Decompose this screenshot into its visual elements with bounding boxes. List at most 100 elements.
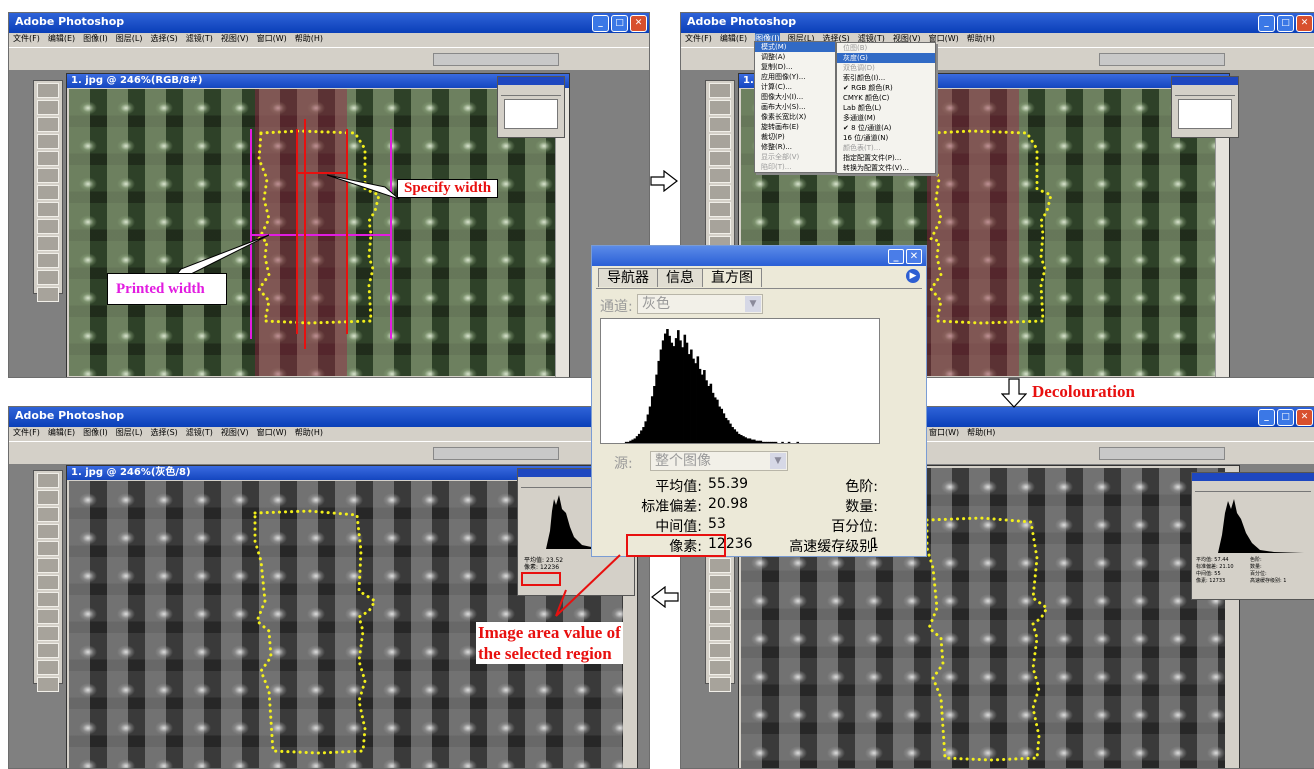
menu-item[interactable]: CMYK 颜色(C) xyxy=(843,94,890,102)
panel-tabs: 导航器 信息 直方图 xyxy=(598,268,762,288)
menu-item[interactable]: 窗口(W) xyxy=(256,34,287,43)
close-button[interactable]: ✕ xyxy=(1296,409,1313,426)
panel-menu-button[interactable]: ▶ xyxy=(906,269,920,283)
menu-item[interactable]: ✔ 8 位/通道(A) xyxy=(843,124,892,132)
histogram-bar xyxy=(657,360,661,443)
menu-item[interactable]: 帮助(H) xyxy=(966,34,996,43)
menu-item[interactable]: 编辑(E) xyxy=(47,428,76,437)
menu-item[interactable]: 文件(F) xyxy=(13,428,40,437)
menu-item-window[interactable]: 窗口(W) xyxy=(929,428,960,437)
menu-item[interactable]: 陷印(T)... xyxy=(761,163,792,171)
menu-item[interactable]: 计算(C)... xyxy=(761,83,793,91)
mini-mean: 23.52 xyxy=(545,557,564,564)
menu-item[interactable]: 编辑(E) xyxy=(719,34,748,43)
menu-item[interactable]: 选择(S) xyxy=(150,428,178,437)
channel-select[interactable]: 灰色 ▼ xyxy=(637,294,763,314)
document-window[interactable]: 1. jpg @ 246%(RGB/8#) xyxy=(66,73,570,377)
menu-item[interactable]: 滤镜(T) xyxy=(185,34,213,43)
menu-item[interactable]: 窗口(W) xyxy=(928,34,959,43)
close-button[interactable]: ✕ xyxy=(1296,15,1313,32)
menu-item[interactable]: 裁切(P) xyxy=(761,133,785,141)
title-bar: Adobe Photoshop _□✕ xyxy=(9,13,649,33)
ps-window-bottom-right: Adobe Photoshop _□✕ 窗口(W) 帮助(H) 平均值: 57.… xyxy=(680,406,1314,769)
menu-item[interactable]: 图层(L) xyxy=(115,428,143,437)
histogram-bar xyxy=(763,441,767,443)
scrollbar[interactable] xyxy=(555,88,569,377)
histogram-bar xyxy=(722,413,726,443)
menu-item[interactable]: 像素长宽比(X) xyxy=(761,113,807,121)
menu-item[interactable]: 视图(V) xyxy=(220,34,249,43)
menu-item[interactable]: 转换为配置文件(V)... xyxy=(843,164,909,172)
navigator-palette[interactable] xyxy=(497,76,565,138)
minimize-button[interactable]: _ xyxy=(1258,409,1275,426)
menu-item[interactable]: 索引颜色(I)... xyxy=(843,74,886,82)
histogram-bar xyxy=(772,441,776,443)
tab-info[interactable]: 信息 xyxy=(657,268,703,287)
menu-item[interactable]: 帮助(H) xyxy=(294,428,324,437)
menu-item[interactable]: 旋转画布(E) xyxy=(761,123,799,131)
menu-item[interactable]: 颜色表(T)... xyxy=(843,144,881,152)
close-button[interactable]: ✕ xyxy=(906,249,922,264)
menu-item[interactable]: 选择(S) xyxy=(822,34,850,43)
menu-item[interactable]: 图像(I) xyxy=(83,428,108,437)
menu-item[interactable]: 滤镜(T) xyxy=(185,428,213,437)
tab-navigator[interactable]: 导航器 xyxy=(598,268,658,287)
restore-button[interactable]: □ xyxy=(1277,15,1294,32)
histogram-bar xyxy=(655,374,658,443)
menu-item[interactable]: 图层(L) xyxy=(115,34,143,43)
menu-item[interactable]: 指定配置文件(P)... xyxy=(843,154,902,162)
menu-item[interactable]: 显示全部(V) xyxy=(761,153,800,161)
menu-item[interactable]: 画布大小(S)... xyxy=(761,103,806,111)
menu-item[interactable]: 帮助(H) xyxy=(294,34,324,43)
menu-item[interactable]: 位图(B) xyxy=(843,44,868,52)
minimize-button[interactable]: _ xyxy=(592,15,609,32)
menu-item[interactable]: ✔ RGB 颜色(R) xyxy=(843,84,893,92)
menu-item[interactable]: 文件(F) xyxy=(13,34,40,43)
restore-button[interactable]: □ xyxy=(1277,409,1294,426)
histogram-mini-palette[interactable]: 平均值: 57.44 标准偏差: 21.10 中间值: 55 像素: 12733… xyxy=(1191,472,1314,600)
menu-item[interactable]: 多通道(M) xyxy=(843,114,876,122)
menu-item[interactable]: 复制(D)... xyxy=(761,63,793,71)
menu-item[interactable]: 窗口(W) xyxy=(256,428,287,437)
minimize-button[interactable]: _ xyxy=(888,249,904,264)
panel-title-bar: _ ✕ xyxy=(592,246,926,266)
toolbox[interactable] xyxy=(33,470,63,692)
histogram-bar xyxy=(757,440,760,443)
menu-item[interactable]: 应用图像(Y)... xyxy=(761,73,806,81)
palette-well[interactable] xyxy=(433,447,559,460)
menu-item[interactable]: 滤镜(T) xyxy=(857,34,885,43)
menu-item[interactable]: 编辑(E) xyxy=(47,34,76,43)
menu-item-mode[interactable]: 模式(M) xyxy=(755,42,835,52)
image-menu[interactable]: 模式(M) 调整(A) 复制(D)... 应用图像(Y)... 计算(C)...… xyxy=(754,41,836,173)
menu-item[interactable]: 图层(L) xyxy=(787,34,815,43)
histogram-panel[interactable]: _ ✕ 导航器 信息 直方图 ▶ 通道: 灰色 ▼ 源: 整个图像 ▼ 平均值:… xyxy=(591,245,927,557)
menu-item-grayscale[interactable]: 灰度(G) xyxy=(837,53,935,63)
source-select[interactable]: 整个图像 ▼ xyxy=(650,451,788,471)
tab-histogram[interactable]: 直方图 xyxy=(702,268,762,287)
menu-item[interactable]: 图像(I) xyxy=(83,34,108,43)
scrollbar[interactable] xyxy=(1215,88,1229,377)
histogram-bar xyxy=(637,433,641,443)
navigator-palette[interactable] xyxy=(1171,76,1239,138)
menu-item[interactable]: Lab 颜色(L) xyxy=(843,104,882,112)
menu-item[interactable]: 调整(A) xyxy=(761,53,786,61)
mode-submenu[interactable]: 位图(B) 灰度(G) 双色调(D) 索引颜色(I)... ✔ RGB 颜色(R… xyxy=(836,42,936,174)
palette-well[interactable] xyxy=(1099,53,1225,66)
menu-item[interactable]: 文件(F) xyxy=(685,34,712,43)
menu-item[interactable]: 视图(V) xyxy=(892,34,921,43)
menu-item-help[interactable]: 帮助(H) xyxy=(967,428,996,437)
minimize-button[interactable]: _ xyxy=(1258,15,1275,32)
menu-item[interactable]: 16 位/通道(N) xyxy=(843,134,889,142)
close-button[interactable]: ✕ xyxy=(630,15,647,32)
source-value: 整个图像 xyxy=(655,453,711,469)
document-window[interactable] xyxy=(738,465,1240,768)
menu-item[interactable]: 选择(S) xyxy=(150,34,178,43)
menu-item[interactable]: 双色调(D) xyxy=(843,64,875,72)
menu-item[interactable]: 图像大小(I)... xyxy=(761,93,804,101)
palette-well[interactable] xyxy=(1099,447,1225,460)
palette-well[interactable] xyxy=(433,53,559,66)
menu-item[interactable]: 视图(V) xyxy=(220,428,249,437)
menu-item[interactable]: 修整(R)... xyxy=(761,143,793,151)
toolbox[interactable] xyxy=(33,80,63,302)
restore-button[interactable]: □ xyxy=(611,15,628,32)
